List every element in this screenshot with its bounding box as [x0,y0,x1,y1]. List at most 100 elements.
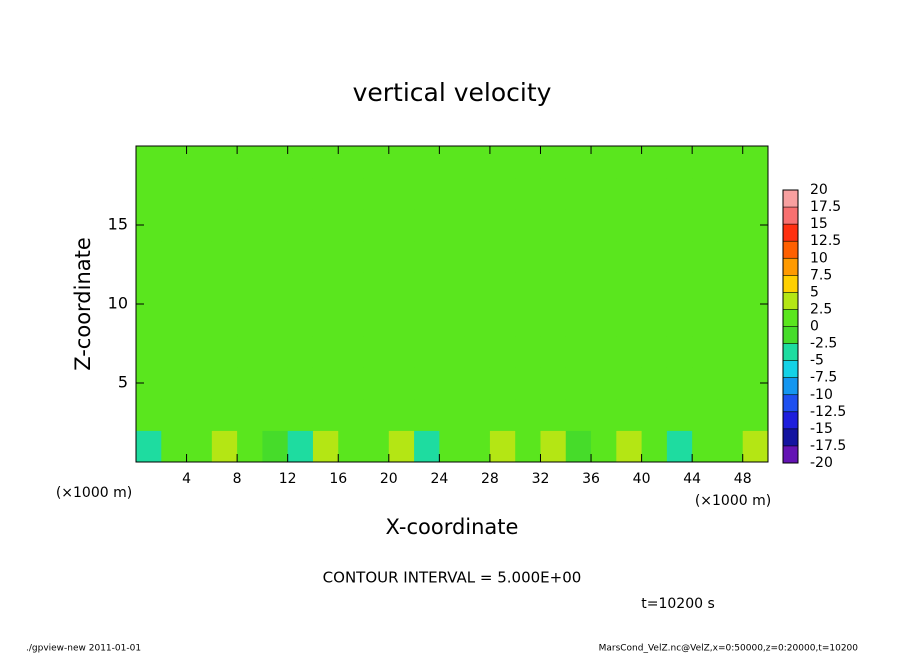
heat-cell [312,146,339,179]
heat-cell [388,177,415,210]
heat-cell [363,304,390,337]
heat-cell [363,367,390,400]
heat-cell [489,367,516,400]
heat-cell [464,272,491,305]
heat-cell [692,335,718,368]
heat-cell [414,209,440,242]
heat-cell [439,177,466,210]
heat-cell [742,177,769,210]
heat-cell [641,304,668,337]
heat-cell [692,367,718,400]
heat-cell [186,177,213,210]
heat-cell [464,367,491,400]
heat-cell [641,398,668,431]
colorbar-swatch [783,360,798,379]
colorbar-label: 0 [810,319,819,335]
heat-cell [136,240,162,273]
heat-cell [161,367,188,400]
colorbar-label: -12.5 [810,404,846,420]
heat-cell [641,209,668,242]
heat-cell [136,430,162,463]
heat-cell [464,335,491,368]
heat-cell [287,304,314,337]
heat-cell [312,272,339,305]
heat-cell [616,398,643,431]
heat-cell [591,430,617,463]
heat-cell [565,177,592,210]
heat-cell [489,272,516,305]
heat-cell [591,209,617,242]
heat-cell [641,335,668,368]
heat-cell [363,398,390,431]
heat-cell [515,367,541,400]
heat-cell [338,146,365,179]
x-tick-label: 12 [279,471,297,487]
heat-cell [616,240,643,273]
colorbar-swatch [783,326,798,345]
heat-cell [363,146,390,179]
heat-cell [414,272,440,305]
heat-cell [237,430,263,463]
heat-cell [136,398,162,431]
heat-cell [692,177,718,210]
heat-cell [464,146,491,179]
heat-cell [312,335,339,368]
heat-cell [262,304,289,337]
heat-cell [616,177,643,210]
heat-cell [211,177,238,210]
heat-cell [312,367,339,400]
heat-cell [540,146,567,179]
x-tick-label: 4 [182,471,191,487]
heat-cell [464,209,491,242]
heat-cell [717,146,744,179]
heat-cell [211,240,238,273]
heat-cell [515,272,541,305]
heat-cell [312,240,339,273]
heat-cell [287,430,314,463]
heat-cell [262,398,289,431]
heat-cell [565,146,592,179]
heat-cell [489,430,516,463]
heat-cell [161,430,188,463]
annotation: t=10200 s [641,596,715,612]
heat-cell [641,430,668,463]
y-tick-label: 10 [108,294,128,313]
x-tick-label: 28 [481,471,499,487]
heat-cell [692,146,718,179]
heat-cell [565,367,592,400]
heat-cell [540,209,567,242]
heat-cell [237,146,263,179]
heat-cell [717,240,744,273]
heat-cell [489,177,516,210]
heat-cell [211,272,238,305]
heat-cell [338,430,365,463]
heat-cell [591,240,617,273]
heat-cell [591,272,617,305]
heat-cell [540,304,567,337]
heat-cell [186,272,213,305]
heat-cell [515,177,541,210]
heat-cell [161,209,188,242]
heat-cell [641,367,668,400]
x-tick-label: 8 [233,471,242,487]
heat-cell [692,430,718,463]
heat-cell [312,177,339,210]
heat-cell [565,430,592,463]
heat-cell [363,335,390,368]
heat-cell [136,304,162,337]
heat-cell [338,367,365,400]
heat-cell [388,398,415,431]
heat-cell [616,146,643,179]
heat-cell [666,240,693,273]
x-tick-label: 40 [633,471,651,487]
chart-title: vertical velocity [353,78,552,107]
heat-cell [186,398,213,431]
heat-cell [439,209,466,242]
heat-cell [591,304,617,337]
heat-cell [742,430,769,463]
heat-cell [161,272,188,305]
heat-cell [540,272,567,305]
heat-cell [489,240,516,273]
heat-cell [388,304,415,337]
